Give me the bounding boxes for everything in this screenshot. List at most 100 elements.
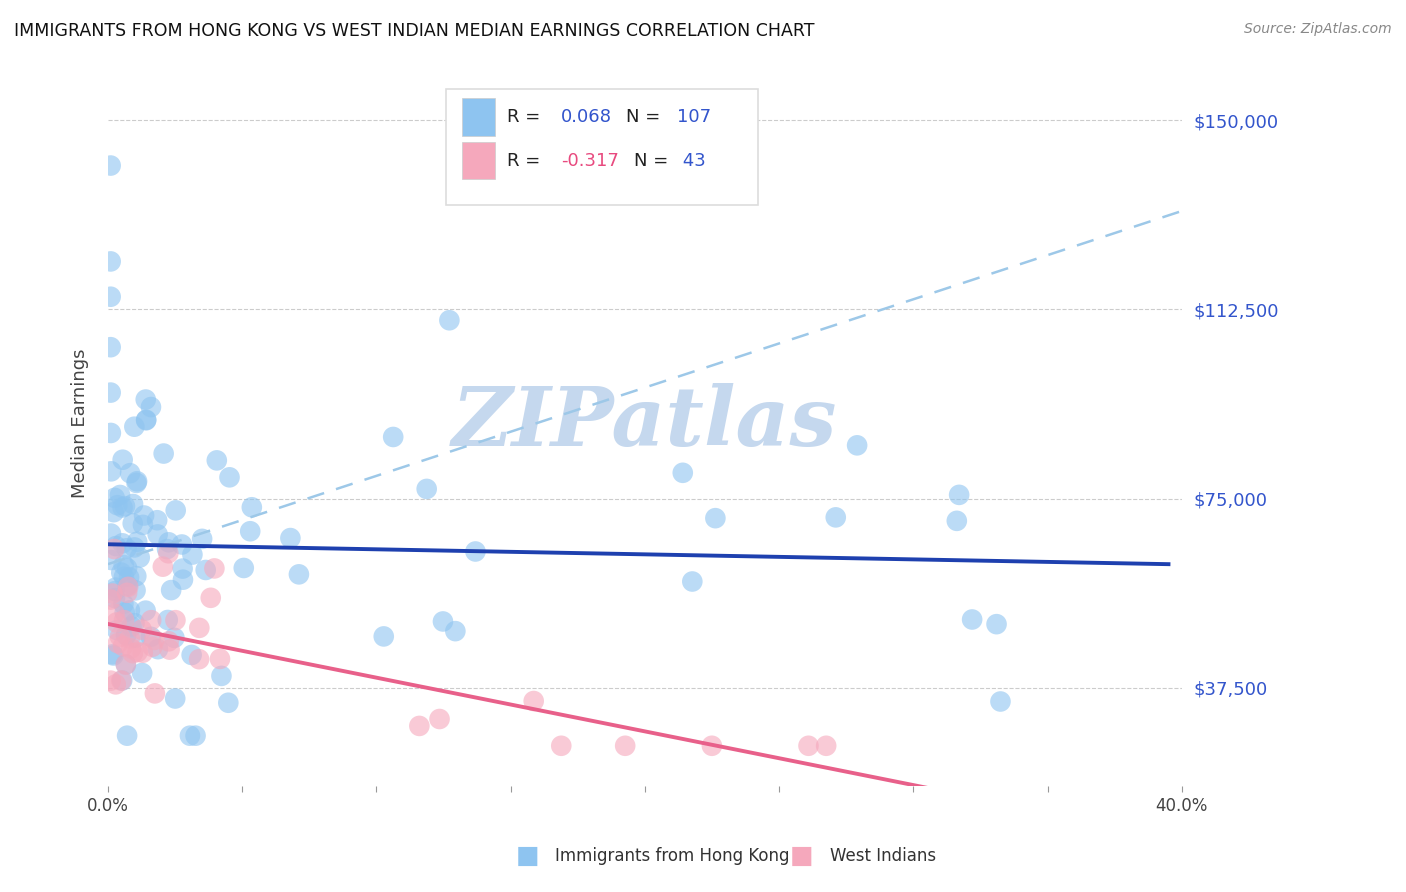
Point	[208, 652, 231, 666]
Point	[464, 544, 486, 558]
Point	[408, 719, 430, 733]
Point	[146, 513, 169, 527]
Point	[191, 532, 214, 546]
Point	[111, 673, 134, 688]
Point	[135, 604, 157, 618]
Point	[115, 657, 138, 672]
Point	[100, 254, 122, 268]
Point	[205, 453, 228, 467]
Text: 107: 107	[678, 108, 711, 126]
Point	[444, 624, 467, 639]
Point	[118, 632, 141, 646]
Point	[103, 505, 125, 519]
Point	[103, 607, 125, 621]
Point	[165, 503, 187, 517]
Point	[121, 646, 143, 660]
Point	[132, 508, 155, 523]
Point	[135, 413, 157, 427]
Point	[127, 645, 149, 659]
Point	[131, 666, 153, 681]
Point	[165, 613, 187, 627]
Point	[121, 516, 143, 531]
Point	[184, 729, 207, 743]
Point	[170, 537, 193, 551]
Point	[672, 466, 695, 480]
Point	[108, 488, 131, 502]
Point	[104, 591, 127, 605]
Point	[104, 584, 127, 599]
Point	[100, 464, 122, 478]
Point	[117, 580, 139, 594]
Point	[846, 438, 869, 452]
Point	[157, 535, 180, 549]
Point	[172, 573, 194, 587]
Point	[188, 621, 211, 635]
Point	[523, 694, 546, 708]
Point	[101, 648, 124, 662]
Point	[432, 615, 454, 629]
Point	[157, 546, 180, 560]
Point	[550, 739, 572, 753]
Point	[700, 739, 723, 753]
Point	[146, 642, 169, 657]
Point	[141, 640, 163, 654]
Point	[115, 586, 138, 600]
Point	[125, 569, 148, 583]
Point	[217, 696, 239, 710]
Point	[112, 570, 135, 584]
Point	[824, 510, 846, 524]
Point	[100, 592, 122, 607]
Point	[111, 452, 134, 467]
Point	[172, 561, 194, 575]
Point	[120, 641, 142, 656]
Point	[288, 567, 311, 582]
Point	[110, 566, 132, 580]
Text: N =: N =	[626, 108, 665, 126]
Point	[232, 561, 254, 575]
Point	[160, 583, 183, 598]
Y-axis label: Median Earnings: Median Earnings	[72, 348, 89, 498]
Point	[797, 739, 820, 753]
Point	[157, 634, 180, 648]
Point	[103, 541, 125, 556]
Point	[104, 539, 127, 553]
Point	[100, 553, 122, 567]
Text: 0.068: 0.068	[561, 108, 612, 126]
Point	[146, 527, 169, 541]
Point	[105, 498, 128, 512]
Point	[152, 446, 174, 460]
Point	[194, 563, 217, 577]
Point	[132, 646, 155, 660]
Point	[121, 619, 143, 633]
Point	[124, 631, 146, 645]
Point	[128, 550, 150, 565]
Point	[946, 514, 969, 528]
Point	[100, 159, 122, 173]
Point	[960, 612, 983, 626]
Point	[139, 400, 162, 414]
FancyBboxPatch shape	[463, 142, 495, 179]
Point	[100, 526, 122, 541]
Point	[240, 500, 263, 515]
Point	[111, 536, 134, 550]
Point	[131, 623, 153, 637]
Point	[112, 558, 135, 572]
Point	[439, 313, 461, 327]
Point	[986, 617, 1008, 632]
FancyBboxPatch shape	[446, 88, 758, 205]
Point	[990, 694, 1012, 708]
Point	[105, 623, 128, 637]
Text: Immigrants from Hong Kong: Immigrants from Hong Kong	[555, 847, 790, 865]
Point	[704, 511, 727, 525]
Point	[202, 561, 225, 575]
Point	[159, 642, 181, 657]
Point	[115, 628, 138, 642]
Text: N =: N =	[634, 152, 675, 169]
Point	[124, 541, 146, 555]
Point	[415, 482, 437, 496]
Point	[165, 691, 187, 706]
Point	[139, 630, 162, 644]
Point	[141, 613, 163, 627]
Point	[382, 430, 405, 444]
Point	[181, 548, 204, 562]
